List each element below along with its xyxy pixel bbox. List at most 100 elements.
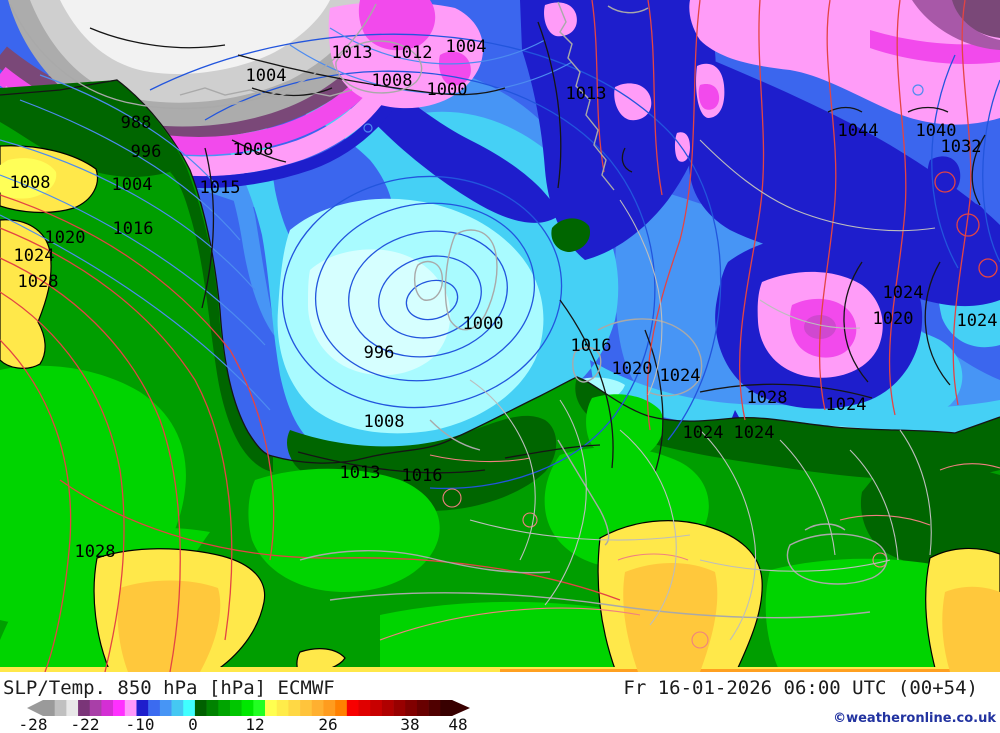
pressure-label: 996 — [364, 343, 395, 363]
scale-cell — [113, 700, 126, 716]
scale-cell — [265, 700, 278, 716]
pressure-label: 1024 — [826, 395, 867, 415]
scale-cell — [43, 700, 55, 716]
scale-cell — [335, 700, 348, 716]
scale-cell — [428, 700, 441, 716]
field-pink-pools — [328, 0, 1000, 490]
scale-cell — [241, 700, 254, 716]
pressure-label: 1028 — [18, 272, 59, 292]
isobars-black — [89, 21, 986, 474]
pressure-label: 1008 — [364, 412, 405, 432]
scale-tick-label: -28 — [19, 715, 48, 733]
scale-cells — [43, 700, 453, 716]
pressure-label: 1004 — [446, 37, 487, 57]
scale-cell — [124, 700, 137, 716]
pressure-label: 1013 — [340, 463, 381, 483]
pressure-label: 1028 — [75, 542, 116, 562]
pressure-label: 1000 — [463, 314, 504, 334]
scale-left-arrow — [27, 700, 43, 716]
country-borders — [469, 139, 936, 641]
scale-tick-label: 12 — [245, 715, 264, 733]
field-orange-bottom-strip — [500, 669, 1000, 672]
map-title: SLP/Temp. 850 hPa [hPa] ECMWF — [3, 677, 335, 699]
legend-footer: SLP/Temp. 850 hPa [hPa] ECMWF Fr 16-01-2… — [0, 672, 1000, 733]
pressure-label: 1028 — [747, 388, 788, 408]
pressure-label: 1012 — [392, 43, 433, 63]
field-purple-streak — [912, 0, 1000, 50]
scale-cell — [229, 700, 242, 716]
pressure-labels: 1013 1012 1004 1004 1008 1000 1013 1044 10401032… — [10, 37, 998, 562]
scale-cell — [171, 700, 184, 716]
scale-cell — [346, 700, 359, 716]
field-yellow-regions — [0, 145, 1000, 672]
pressure-label: 1008 — [372, 71, 413, 91]
scale-tick-label: 26 — [318, 715, 337, 733]
pressure-label: 1040 — [916, 121, 957, 141]
scale-cell — [405, 700, 418, 716]
scale-cell — [288, 700, 301, 716]
pressure-label: 1016 — [402, 466, 443, 486]
pressure-label: 996 — [131, 142, 162, 162]
scale-cell — [159, 700, 172, 716]
scale-cell — [276, 700, 289, 716]
pressure-label: 1016 — [571, 336, 612, 356]
scale-tick-label: -10 — [126, 715, 155, 733]
pressure-label: 1016 — [113, 219, 154, 239]
scale-tick-label: 48 — [448, 715, 467, 733]
scale-tick-labels: -28 -22 -10 0 12 26 38 48 — [19, 715, 468, 733]
pressure-label: 1020 — [45, 228, 86, 248]
copyright-link[interactable]: ©weatheronline.co.uk — [833, 711, 996, 726]
scale-cell — [381, 700, 394, 716]
pressure-label: 1024 — [734, 423, 775, 443]
scale-cell — [393, 700, 406, 716]
scale-cell — [300, 700, 313, 716]
isobars-red — [0, 0, 1000, 672]
scale-cell — [253, 700, 266, 716]
weather-map: 1013 1012 1004 1004 1008 1000 1013 1044 10401032… — [0, 0, 1000, 672]
pressure-label: 1004 — [246, 66, 287, 86]
scale-cell — [218, 700, 231, 716]
pressure-label: 1008 — [10, 173, 51, 193]
scale-cell — [323, 700, 336, 716]
field-magenta-pools — [358, 0, 1000, 358]
scale-cell — [78, 700, 91, 716]
pressure-label: 1004 — [112, 175, 153, 195]
scale-cell — [183, 700, 196, 716]
scale-cell — [66, 700, 79, 716]
map-datetime: Fr 16-01-2026 06:00 UTC (00+54) — [623, 677, 978, 699]
scale-right-arrow — [452, 700, 470, 716]
pressure-label: 1015 — [200, 178, 241, 198]
pressure-label: 1020 — [873, 309, 914, 329]
scale-cell — [148, 700, 161, 716]
pressure-label: 1013 — [566, 84, 607, 104]
field-yellow-bright-core — [0, 158, 57, 199]
scale-cell — [370, 700, 383, 716]
pressure-label: 1008 — [233, 140, 274, 160]
pressure-label: 1013 — [332, 43, 373, 63]
scale-cell — [440, 700, 453, 716]
scale-tick-label: 0 — [188, 715, 198, 733]
scale-cell — [206, 700, 219, 716]
scale-tick-label: -22 — [71, 715, 100, 733]
pressure-label: 1032 — [941, 137, 982, 157]
coastlines — [9, 1, 888, 619]
pressure-label: 1024 — [683, 423, 724, 443]
scale-tick-label: 38 — [400, 715, 419, 733]
scale-cell — [194, 700, 207, 716]
pressure-label: 1024 — [14, 246, 55, 266]
scale-cell — [311, 700, 324, 716]
color-scale: -28 -22 -10 0 12 26 38 48 — [19, 700, 470, 733]
scale-cell — [416, 700, 429, 716]
scale-cell — [54, 700, 67, 716]
scale-cell — [136, 700, 149, 716]
scale-cell — [89, 700, 102, 716]
pressure-label: 1024 — [660, 366, 701, 386]
scale-cell — [101, 700, 114, 716]
field-green-dark-patches — [0, 80, 1000, 568]
pressure-label: 1000 — [427, 80, 468, 100]
scale-cell — [358, 700, 371, 716]
field-purple-corner — [950, 0, 1000, 38]
pressure-label: 1044 — [838, 121, 879, 141]
isobars-blue — [0, 27, 1000, 490]
